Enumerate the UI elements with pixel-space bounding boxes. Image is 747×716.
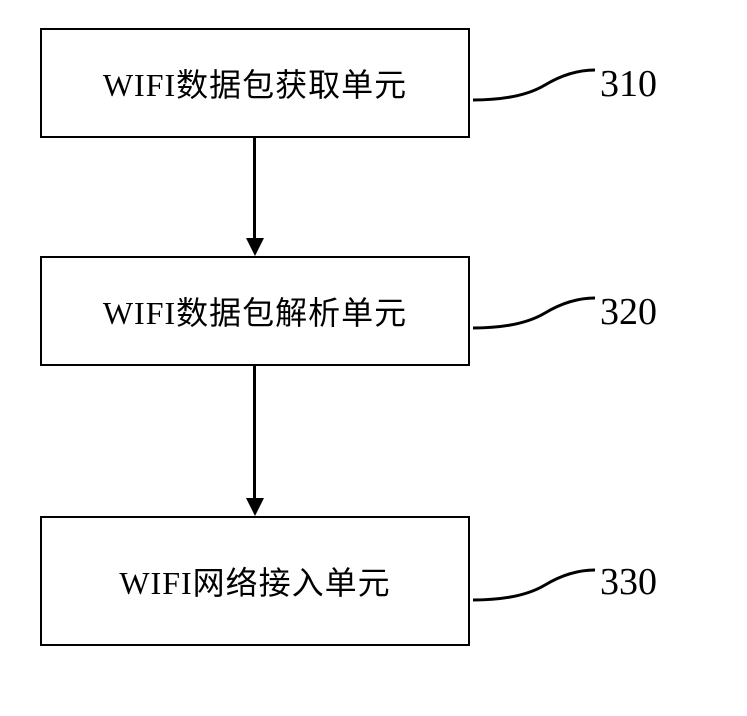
node-2-label: 320 [600,290,657,334]
arrow-1-head [246,238,264,256]
node-1-text: WIFI数据包获取单元 [103,60,407,106]
node-1-label: 310 [600,62,657,106]
flowchart-node-1: WIFI数据包获取单元 [40,28,470,138]
flowchart-node-3: WIFI网络接入单元 [40,516,470,646]
arrow-2-head [246,498,264,516]
node-2-text: WIFI数据包解析单元 [103,288,407,334]
node-3-text: WIFI网络接入单元 [119,558,390,604]
flowchart-node-2: WIFI数据包解析单元 [40,256,470,366]
node-3-label: 330 [600,560,657,604]
arrow-1-line [253,138,256,238]
arrow-2-line [253,366,256,498]
